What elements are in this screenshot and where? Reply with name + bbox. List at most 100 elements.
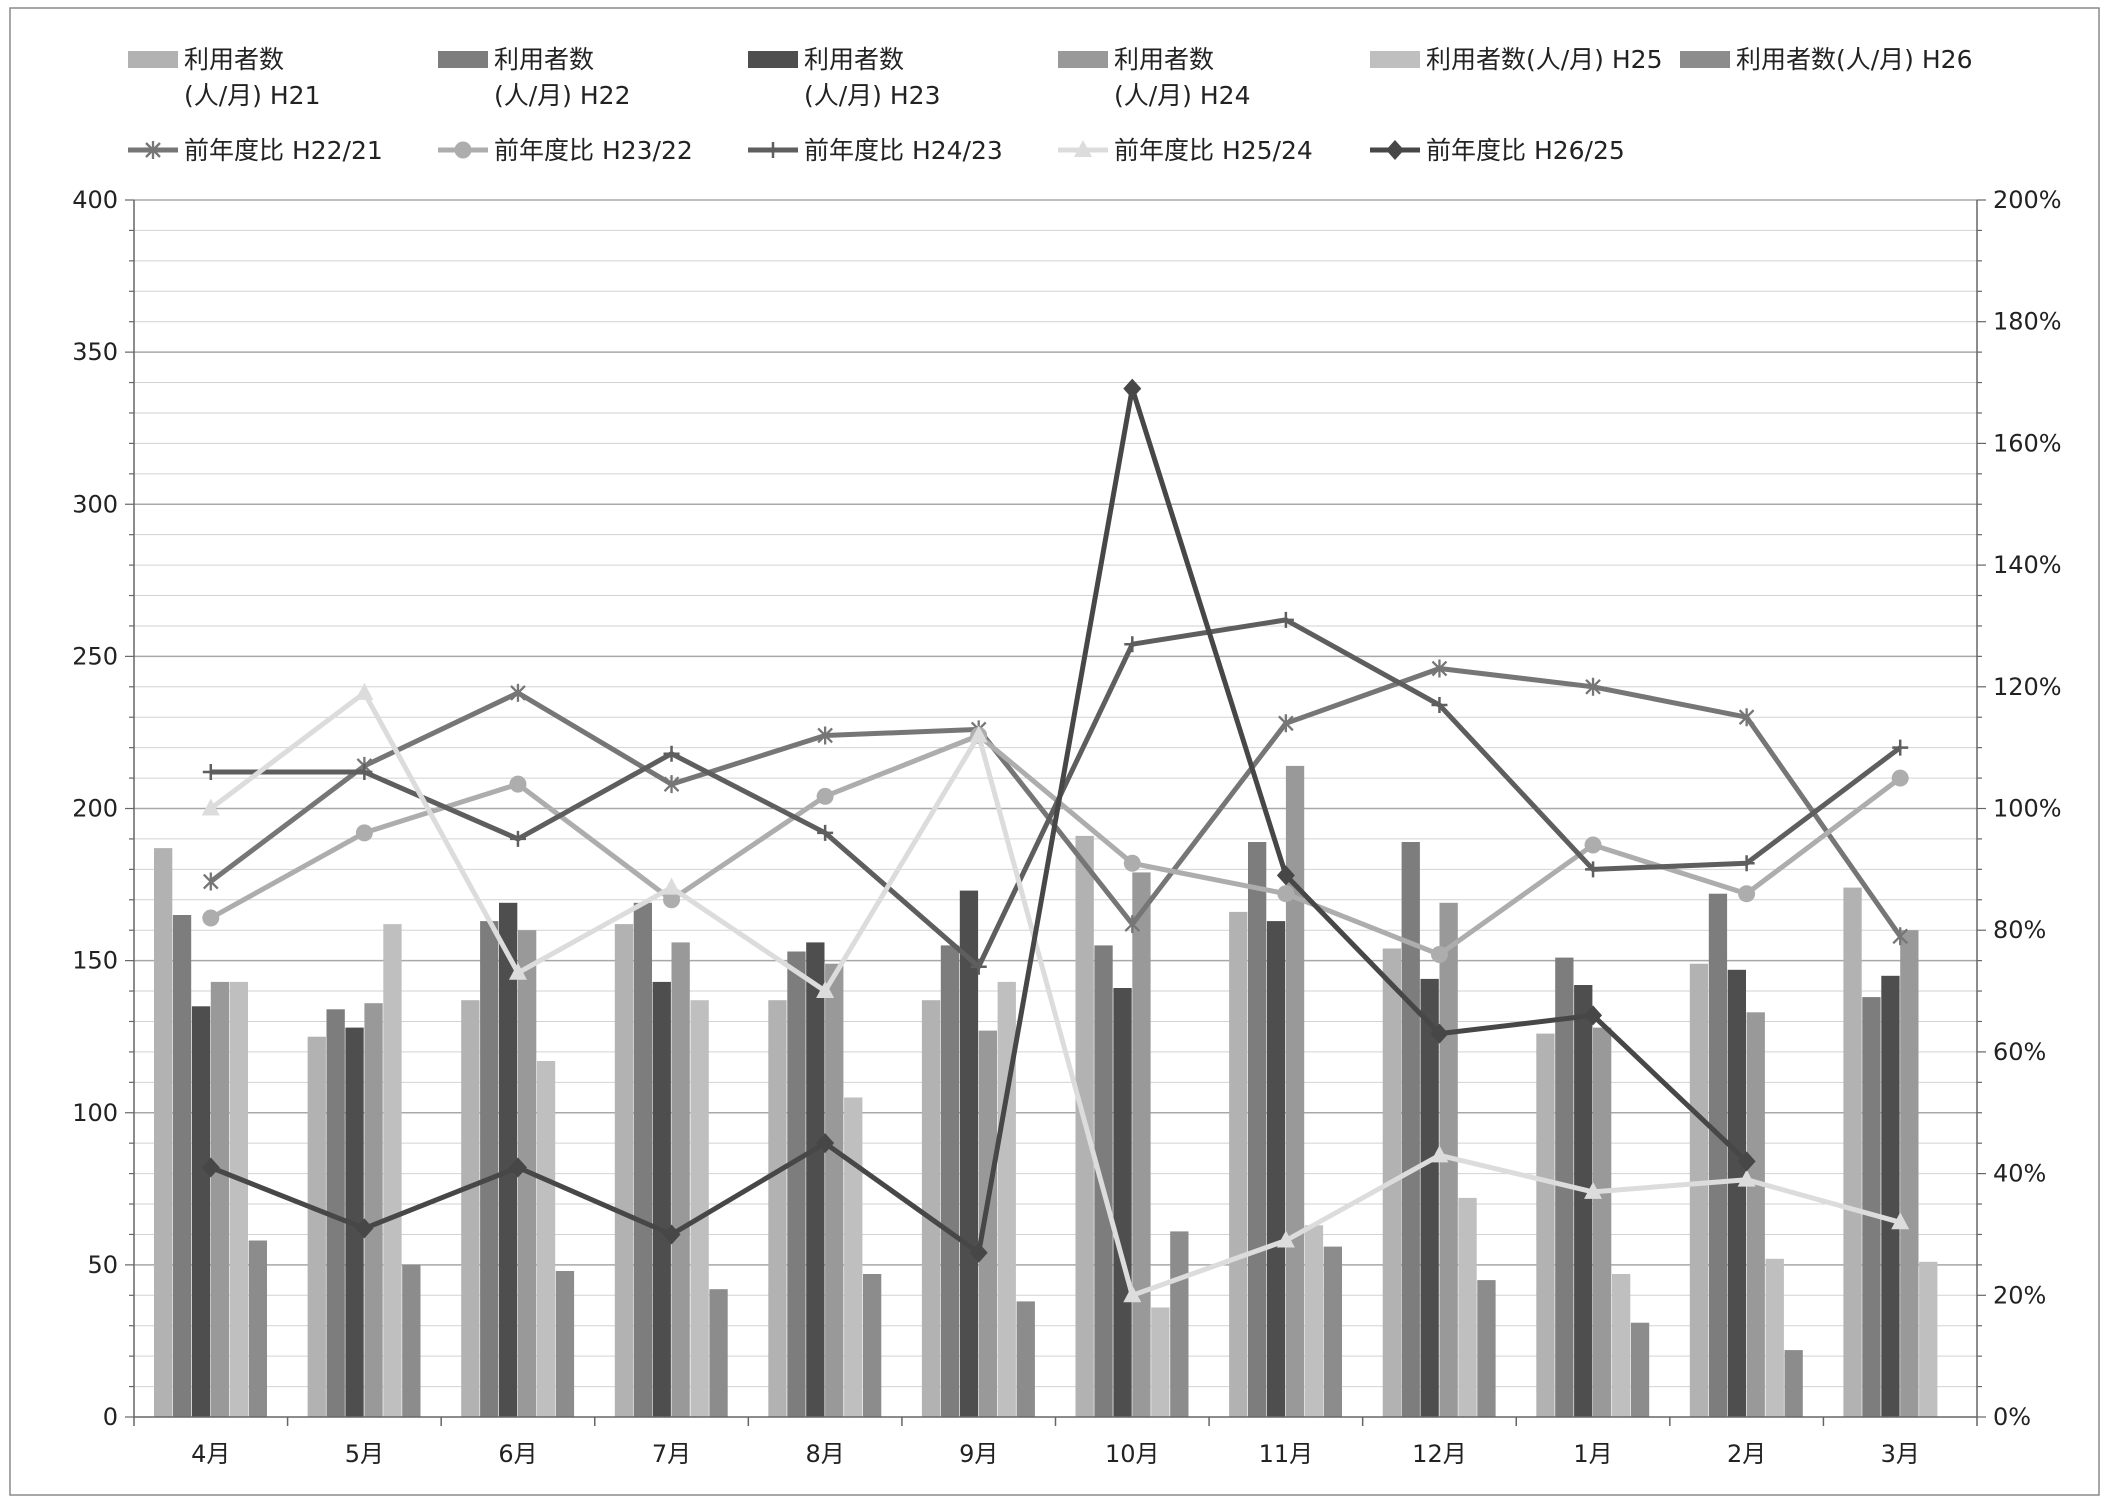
bar-6-8 (1323, 1246, 1342, 1417)
line-4-point-9 (1430, 1145, 1449, 1163)
left-tick-label: 100 (72, 1099, 118, 1127)
bar-3-6 (959, 890, 979, 1417)
line-1-point-3 (510, 683, 526, 702)
legend-marker (1386, 140, 1404, 160)
bar-3-10 (1574, 985, 1593, 1417)
legend-label: 前年度比 H23/22 (494, 136, 693, 165)
bar-6-3 (555, 1271, 575, 1417)
right-tick-label: 20% (1993, 1281, 2046, 1309)
bar-2-11 (1708, 893, 1728, 1417)
legend-marker (765, 142, 781, 158)
line-1-point-9 (1431, 659, 1448, 678)
left-tick-label: 50 (87, 1251, 118, 1279)
bar-2-12 (1862, 997, 1881, 1417)
category-label: 6月 (498, 1440, 537, 1468)
bar-3-4 (652, 981, 671, 1417)
bar-5-3 (536, 1061, 556, 1417)
bar-3-8 (1266, 921, 1286, 1417)
bar-3-5 (806, 942, 825, 1417)
line-series-4 (209, 690, 1901, 1298)
bar-4-4 (671, 942, 690, 1417)
line-3-point-7 (1124, 636, 1141, 653)
bar-3-9 (1420, 978, 1439, 1417)
line-2-point-8 (1277, 885, 1295, 903)
bar-4-5 (825, 963, 844, 1417)
line-2-point-2 (355, 824, 373, 842)
line-4-point-8 (1276, 1230, 1295, 1248)
line-3-point-3 (509, 830, 526, 847)
bar-6-10 (1630, 1322, 1650, 1417)
category-label: 4月 (191, 1440, 230, 1468)
line-4-point-5 (816, 981, 835, 999)
line-2-point-1 (202, 909, 220, 927)
line-4-point-7 (1123, 1285, 1142, 1303)
category-label: 7月 (652, 1440, 691, 1468)
bar-5-11 (1765, 1258, 1784, 1417)
bar-4-10 (1593, 1027, 1612, 1417)
line-4-point-11 (1737, 1169, 1756, 1187)
line-series-3 (210, 617, 1902, 970)
bar-1-11 (1689, 963, 1709, 1417)
line-2-point-3 (509, 775, 527, 793)
legend-label: 利用者数 (804, 45, 904, 74)
line-3-point-2 (356, 763, 373, 780)
bar-6-7 (1170, 1231, 1189, 1417)
line-5-point-8 (1276, 865, 1295, 886)
line-2-point-10 (1584, 836, 1602, 854)
line-1-point-10 (1585, 677, 1601, 696)
bar-6-9 (1477, 1280, 1496, 1417)
bar-5-9 (1458, 1197, 1477, 1417)
bar-5-1 (229, 981, 248, 1417)
line-1-point-1 (202, 872, 219, 891)
line-1-point-5 (817, 726, 833, 745)
category-label: 12月 (1412, 1440, 1467, 1468)
line-5-point-7 (1123, 378, 1142, 399)
line-5-point-6 (969, 1242, 988, 1263)
legend-label: (人/月) H23 (804, 81, 941, 110)
legend-label: 利用者数 (184, 45, 284, 74)
line-series-group (201, 378, 1910, 1303)
line-3-point-5 (817, 824, 834, 841)
bar-3-1 (191, 1006, 211, 1417)
left-tick-label: 150 (72, 947, 118, 975)
right-tick-label: 60% (1993, 1038, 2046, 1066)
bar-6-5 (863, 1274, 882, 1417)
line-2-point-4 (663, 891, 681, 909)
line-3-point-6 (970, 958, 987, 975)
line-2-point-12 (1891, 769, 1909, 787)
bar-5-6 (997, 981, 1016, 1417)
bar-1-4 (614, 924, 634, 1417)
line-3-point-9 (1431, 697, 1448, 714)
bar-1-8 (1229, 911, 1248, 1417)
bar-5-2 (383, 924, 402, 1417)
line-1-point-4 (663, 775, 680, 794)
line-1-point-11 (1738, 708, 1755, 727)
line-1-point-8 (1278, 714, 1294, 733)
bar-2-3 (480, 921, 499, 1417)
bar-2-4 (633, 902, 652, 1417)
line-5-point-10 (1584, 1005, 1603, 1026)
category-label: 2月 (1727, 1440, 1766, 1468)
bar-5-4 (690, 1000, 709, 1417)
line-2-point-5 (816, 787, 834, 805)
legend-label: 利用者数 (1114, 45, 1214, 74)
bar-4-2 (364, 1003, 383, 1417)
axes (125, 199, 1986, 1426)
line-3-point-11 (1738, 855, 1755, 872)
bar-5-10 (1612, 1274, 1631, 1417)
legend-swatch (1680, 51, 1730, 68)
line-3-point-4 (663, 745, 680, 762)
line-2-point-11 (1738, 885, 1756, 903)
category-label: 10月 (1105, 1440, 1160, 1468)
right-tick-label: 140% (1993, 551, 2062, 579)
legend-label: 前年度比 H22/21 (184, 136, 383, 165)
right-tick-label: 100% (1993, 795, 2062, 823)
bar-2-5 (787, 951, 806, 1417)
legend-marker (454, 141, 472, 159)
line-2-point-7 (1123, 854, 1141, 872)
bar-4-11 (1746, 1012, 1765, 1417)
line-5-point-9 (1430, 1023, 1449, 1044)
line-4-point-3 (508, 962, 527, 980)
